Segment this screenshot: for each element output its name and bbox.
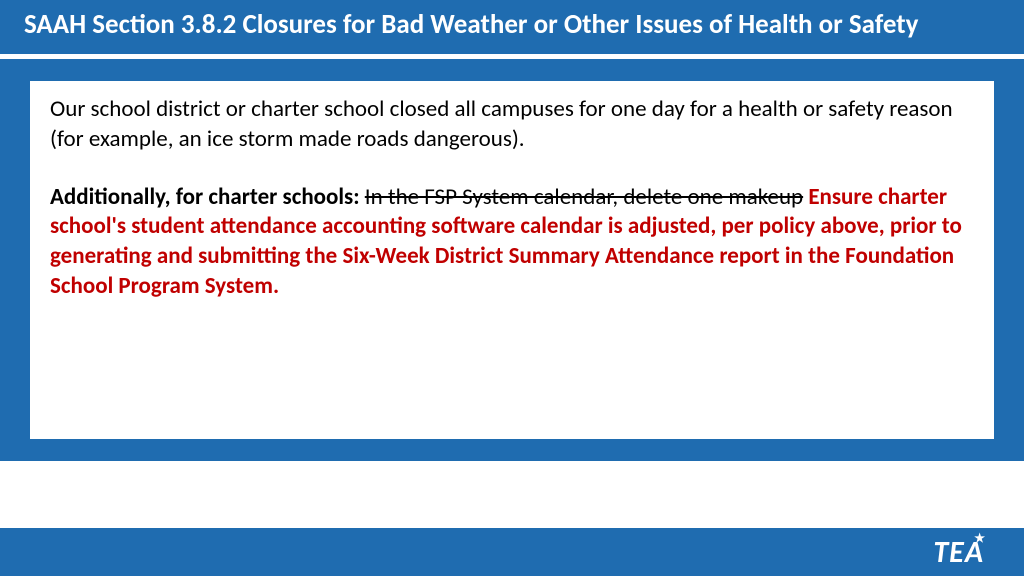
slide-title: SAAH Section 3.8.2 Closures for Bad Weat… xyxy=(24,8,1000,42)
footer-blue-band: TEA★ xyxy=(0,528,1024,576)
content-box: Our school district or charter school cl… xyxy=(30,81,994,439)
tea-logo: TEA★ xyxy=(933,534,984,571)
slide-header: SAAH Section 3.8.2 Closures for Bad Weat… xyxy=(0,0,1024,54)
paragraph-intro: Our school district or charter school cl… xyxy=(50,95,974,155)
paragraph-charter: Additionally, for charter schools: In th… xyxy=(50,183,974,303)
strikethrough-text: In the FSP System calendar, delete one m… xyxy=(365,183,803,211)
logo-text-te: TE xyxy=(933,534,965,571)
logo-text-a: A★ xyxy=(965,534,984,571)
main-content-area: Our school district or charter school cl… xyxy=(0,59,1024,461)
star-icon: ★ xyxy=(974,531,986,546)
slide-footer: TEA★ xyxy=(0,506,1024,576)
footer-white-band xyxy=(0,506,1024,528)
charter-label: Additionally, for charter schools: xyxy=(50,183,365,211)
